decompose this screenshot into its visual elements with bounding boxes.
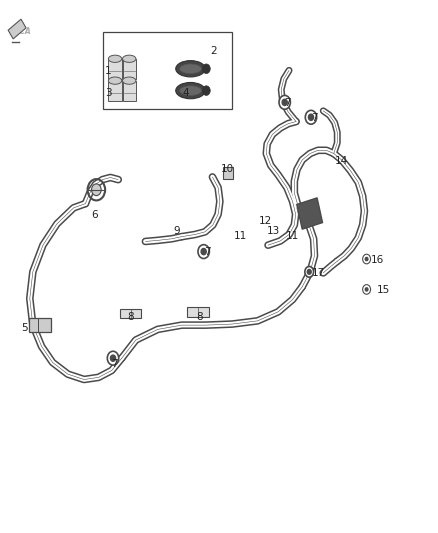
Bar xyxy=(297,198,322,229)
Ellipse shape xyxy=(176,61,205,77)
Text: 6: 6 xyxy=(91,211,98,220)
Circle shape xyxy=(201,248,206,255)
Circle shape xyxy=(307,269,311,274)
Text: 10: 10 xyxy=(221,165,234,174)
Circle shape xyxy=(202,86,210,95)
Circle shape xyxy=(198,245,209,259)
Bar xyxy=(123,59,136,79)
Ellipse shape xyxy=(108,77,122,84)
Circle shape xyxy=(92,184,101,196)
Bar xyxy=(108,59,122,79)
Bar xyxy=(187,307,209,317)
Circle shape xyxy=(365,257,368,261)
Text: 5: 5 xyxy=(21,324,28,333)
Ellipse shape xyxy=(176,83,205,99)
Circle shape xyxy=(202,64,210,74)
Text: 9: 9 xyxy=(173,227,180,236)
Bar xyxy=(108,80,122,101)
Ellipse shape xyxy=(180,86,201,95)
Circle shape xyxy=(110,355,116,361)
Ellipse shape xyxy=(123,77,136,84)
Text: 1: 1 xyxy=(105,66,112,76)
Text: 13: 13 xyxy=(267,227,280,236)
Text: FCA: FCA xyxy=(14,28,31,36)
Circle shape xyxy=(363,285,371,294)
Text: 7: 7 xyxy=(111,359,118,368)
Circle shape xyxy=(365,288,368,291)
Text: 14: 14 xyxy=(335,157,348,166)
Text: 16: 16 xyxy=(371,255,384,264)
Bar xyxy=(223,167,233,179)
Text: 3: 3 xyxy=(105,88,112,98)
Text: 17: 17 xyxy=(311,269,325,278)
Circle shape xyxy=(282,99,287,106)
Text: 15: 15 xyxy=(377,285,390,295)
Text: 11: 11 xyxy=(286,231,299,241)
Circle shape xyxy=(279,95,290,109)
Circle shape xyxy=(305,110,317,124)
Ellipse shape xyxy=(123,55,136,62)
Text: 8: 8 xyxy=(127,312,134,321)
Bar xyxy=(120,309,141,318)
Bar xyxy=(8,19,26,39)
Text: 11: 11 xyxy=(234,231,247,241)
Circle shape xyxy=(305,266,314,277)
Ellipse shape xyxy=(180,64,201,74)
Circle shape xyxy=(308,114,314,120)
Circle shape xyxy=(363,254,371,264)
Text: 2: 2 xyxy=(210,46,217,55)
Text: 7: 7 xyxy=(311,113,318,123)
Text: 7: 7 xyxy=(204,247,211,257)
Bar xyxy=(123,80,136,101)
Bar xyxy=(103,32,232,109)
Ellipse shape xyxy=(108,55,122,62)
Circle shape xyxy=(107,351,119,365)
Text: 8: 8 xyxy=(196,312,203,321)
Text: 4: 4 xyxy=(183,88,190,98)
Bar xyxy=(29,318,51,332)
Text: 7: 7 xyxy=(284,99,291,108)
Text: 12: 12 xyxy=(259,216,272,226)
